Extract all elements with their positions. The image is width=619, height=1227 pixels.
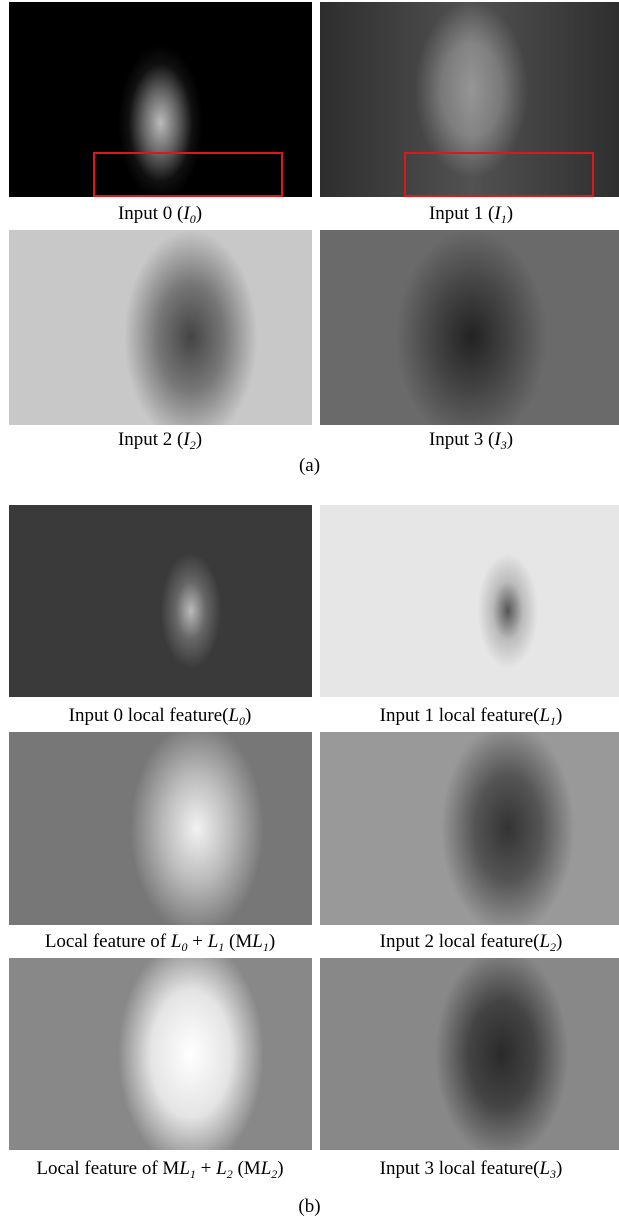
caption: Input 1 local feature(L1) bbox=[316, 705, 619, 727]
caption-text: Input 1 ( bbox=[429, 203, 494, 224]
image bbox=[9, 732, 312, 925]
image bbox=[9, 958, 312, 1150]
caption-text: Input 0 ( bbox=[118, 203, 183, 224]
caption-text: + bbox=[196, 1158, 216, 1179]
caption-symbol: L bbox=[216, 1158, 227, 1179]
caption-symbol: L bbox=[228, 705, 239, 726]
image bbox=[320, 732, 619, 925]
caption-text: + bbox=[187, 931, 207, 952]
caption-text: (M bbox=[224, 931, 252, 952]
caption-text: ) bbox=[196, 429, 202, 450]
caption-text: Input 1 local feature( bbox=[380, 705, 540, 726]
image bbox=[320, 230, 619, 425]
caption: Input 2 local feature(L2) bbox=[316, 931, 619, 953]
caption-text: ) bbox=[196, 203, 202, 224]
panel-label: (b) bbox=[0, 1196, 619, 1218]
caption: Input 3 (I3) bbox=[316, 429, 619, 451]
caption-symbol: L bbox=[208, 931, 219, 952]
caption-symbol: L bbox=[179, 1158, 190, 1179]
highlight-box bbox=[93, 152, 283, 197]
image bbox=[9, 505, 312, 697]
image bbox=[320, 505, 619, 697]
caption-text: ) bbox=[269, 931, 275, 952]
caption-text: ) bbox=[507, 203, 513, 224]
caption-symbol: L bbox=[539, 705, 550, 726]
highlight-box bbox=[404, 152, 594, 197]
caption-text: Input 3 ( bbox=[429, 429, 494, 450]
caption: Input 0 (I0) bbox=[5, 203, 315, 225]
caption-text: ) bbox=[556, 1158, 562, 1179]
caption-text: ) bbox=[556, 931, 562, 952]
caption: Local feature of ML1 + L2 (ML2) bbox=[5, 1158, 315, 1180]
image bbox=[9, 230, 312, 425]
caption-text: ) bbox=[277, 1158, 283, 1179]
caption: Input 3 local feature(L3) bbox=[316, 1158, 619, 1180]
caption-symbol: L bbox=[261, 1158, 272, 1179]
caption-text: ) bbox=[245, 705, 251, 726]
caption-text: Input 0 local feature( bbox=[69, 705, 229, 726]
figure: Input 0 (I0) Input 1 (I1) Input 2 (I2) I… bbox=[0, 0, 619, 1227]
image bbox=[320, 958, 619, 1150]
caption: Input 1 (I1) bbox=[316, 203, 619, 225]
caption: Input 0 local feature(L0) bbox=[5, 705, 315, 727]
caption-text: (M bbox=[233, 1158, 261, 1179]
caption-text: ) bbox=[507, 429, 513, 450]
panel-label: (a) bbox=[0, 455, 619, 477]
caption: Local feature of L0 + L1 (ML1) bbox=[5, 931, 315, 953]
caption-text: Local feature of M bbox=[36, 1158, 179, 1179]
caption-text: Input 2 local feature( bbox=[380, 931, 540, 952]
caption: Input 2 (I2) bbox=[5, 429, 315, 451]
caption-symbol: L bbox=[171, 931, 182, 952]
caption-text: Input 2 ( bbox=[118, 429, 183, 450]
caption-symbol: L bbox=[539, 931, 550, 952]
caption-text: Input 3 local feature( bbox=[380, 1158, 540, 1179]
caption-text: ) bbox=[556, 705, 562, 726]
caption-text: Local feature of bbox=[45, 931, 171, 952]
caption-symbol: L bbox=[252, 931, 263, 952]
caption-symbol: L bbox=[539, 1158, 550, 1179]
